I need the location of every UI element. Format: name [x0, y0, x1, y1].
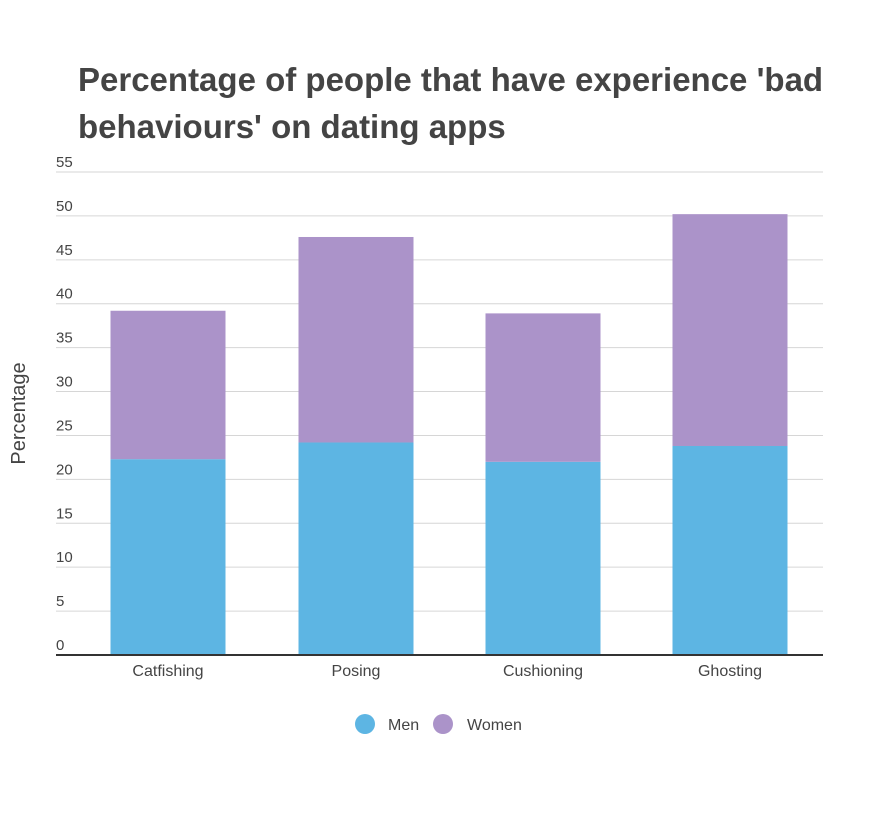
bar-women-cushioning[interactable]	[485, 313, 601, 462]
y-tick-label: 0	[56, 637, 64, 654]
y-tick-label: 10	[56, 549, 73, 566]
chart-title: Percentage of people that have experienc…	[78, 61, 824, 145]
legend-label-women[interactable]: Women	[467, 717, 522, 734]
y-tick-label: 5	[56, 593, 64, 610]
legend-label-men[interactable]: Men	[388, 717, 419, 734]
bar-men-posing[interactable]	[298, 442, 414, 655]
y-tick-label: 45	[56, 242, 73, 259]
y-tick-label: 50	[56, 198, 73, 215]
x-tick-label: Ghosting	[698, 663, 762, 680]
y-tick-label: 30	[56, 374, 73, 391]
legend-swatch-women[interactable]	[433, 714, 453, 734]
bar-women-ghosting[interactable]	[672, 214, 788, 446]
x-tick-label: Posing	[332, 663, 381, 680]
y-tick-label: 15	[56, 505, 73, 522]
bar-men-ghosting[interactable]	[672, 445, 788, 655]
y-tick-label: 55	[56, 154, 73, 171]
legend-swatch-men[interactable]	[355, 714, 375, 734]
y-tick-label: 25	[56, 417, 73, 434]
bar-men-catfishing[interactable]	[110, 459, 226, 655]
bar-men-cushioning[interactable]	[485, 461, 601, 655]
bar-women-catfishing[interactable]	[110, 310, 226, 460]
y-tick-label: 20	[56, 461, 73, 478]
x-tick-label: Cushioning	[503, 663, 583, 680]
y-tick-label: 40	[56, 286, 73, 303]
x-tick-label: Catfishing	[132, 663, 203, 680]
y-axis-title: Percentage	[8, 362, 30, 464]
bar-women-posing[interactable]	[298, 236, 414, 443]
y-tick-label: 35	[56, 330, 73, 347]
